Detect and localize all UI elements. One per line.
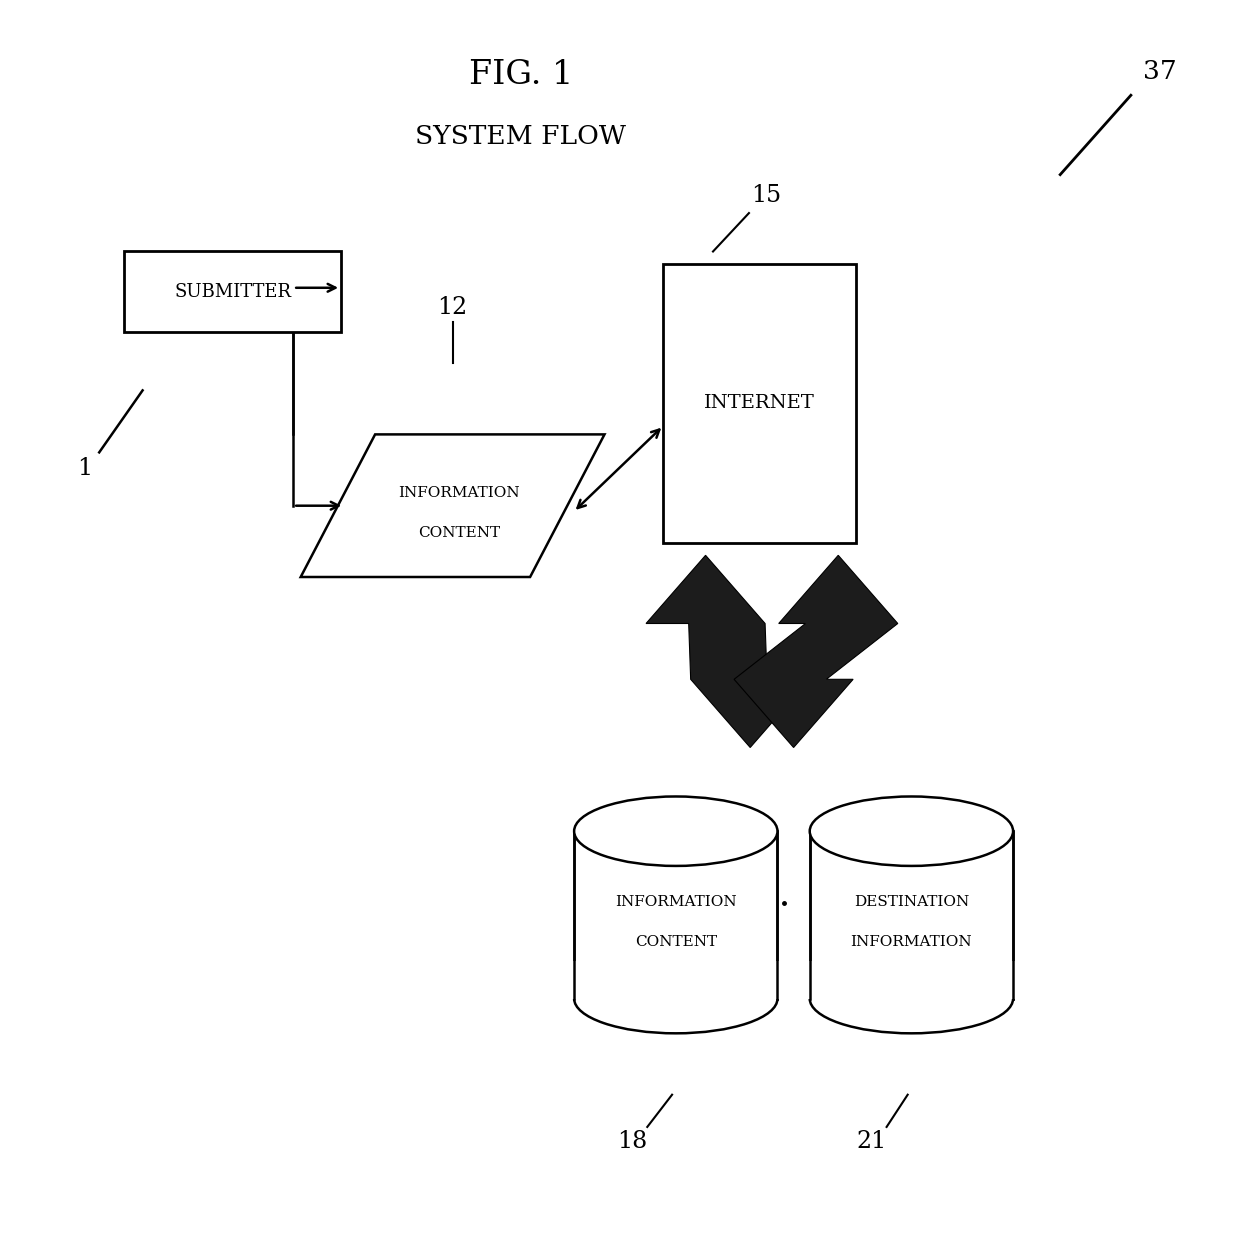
Bar	[124, 252, 341, 332]
Bar	[807, 961, 1016, 999]
Text: 21: 21	[857, 1130, 887, 1153]
Text: INFORMATION: INFORMATION	[851, 935, 972, 949]
Bar	[574, 832, 777, 999]
Text: CONTENT: CONTENT	[635, 935, 717, 949]
Polygon shape	[646, 555, 810, 747]
Text: FIG. 1: FIG. 1	[469, 60, 573, 91]
Text: 15: 15	[751, 185, 781, 207]
Ellipse shape	[810, 797, 1013, 865]
Text: DESTINATION: DESTINATION	[854, 895, 968, 909]
Text: 1: 1	[77, 456, 92, 480]
Bar	[663, 264, 856, 542]
Text: CONTENT: CONTENT	[418, 526, 500, 540]
Text: 18: 18	[618, 1130, 647, 1153]
Text: INTERNET: INTERNET	[704, 394, 815, 413]
Text: 37: 37	[1142, 59, 1177, 85]
Ellipse shape	[574, 797, 777, 865]
Text: INFORMATION: INFORMATION	[615, 895, 737, 909]
Text: 12: 12	[438, 296, 467, 319]
Polygon shape	[734, 555, 898, 747]
Text: INFORMATION: INFORMATION	[398, 486, 520, 500]
Ellipse shape	[810, 964, 1013, 1034]
Text: SYSTEM FLOW: SYSTEM FLOW	[415, 123, 626, 148]
Bar	[810, 832, 1013, 999]
Text: SUBMITTER: SUBMITTER	[174, 283, 291, 301]
Polygon shape	[300, 434, 605, 577]
Ellipse shape	[574, 964, 777, 1034]
Bar	[572, 961, 780, 999]
